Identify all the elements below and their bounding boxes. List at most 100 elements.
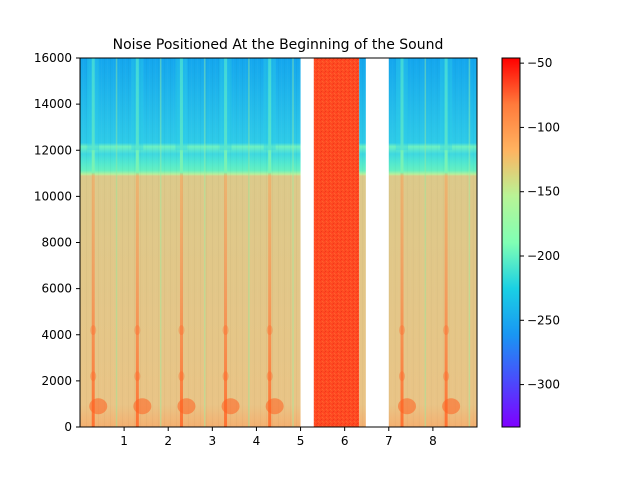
- harmonic-stripe: [424, 58, 427, 427]
- spectrogram-texture: [209, 58, 210, 427]
- spectrogram-texture: [464, 58, 465, 427]
- y-tick-label: 4000: [41, 328, 72, 342]
- onset-energy-blob: [177, 398, 196, 415]
- onset-stripe: [268, 58, 272, 427]
- spectrogram-texture: [431, 58, 432, 427]
- spectrogram-texture: [188, 58, 189, 427]
- spectrogram-texture: [194, 58, 195, 427]
- onset-energy-blob: [443, 325, 450, 336]
- harmonic-stripe: [468, 58, 471, 427]
- spectrogram-texture: [158, 58, 159, 427]
- onset-energy-blob: [222, 325, 229, 336]
- spectrogram-texture: [455, 58, 456, 427]
- onset-stripe: [224, 58, 228, 427]
- spectrogram-texture: [260, 58, 261, 427]
- colorbar-tick-label: −150: [527, 185, 560, 199]
- x-tick-label: 5: [297, 434, 305, 448]
- onset-stripe: [135, 58, 139, 427]
- y-tick-label: 10000: [34, 189, 72, 203]
- spectrogram-texture: [146, 58, 147, 427]
- spectrogram-texture: [170, 58, 171, 427]
- spectrogram-texture: [104, 58, 105, 427]
- y-tick-label: 16000: [34, 51, 72, 65]
- spectrogram-texture: [467, 58, 468, 427]
- spectrogram-texture: [257, 58, 258, 427]
- onset-energy-blob: [222, 371, 229, 382]
- colorbar-tick-label: −200: [527, 249, 560, 263]
- x-tick-label: 6: [341, 434, 349, 448]
- onset-energy-blob: [399, 325, 406, 336]
- spectrogram-texture: [392, 58, 393, 427]
- onset-energy-blob: [133, 398, 152, 415]
- spectrogram-texture: [299, 58, 300, 427]
- onset-energy-blob: [399, 371, 406, 382]
- onset-energy-blob: [266, 371, 273, 382]
- harmonic-stripe: [204, 58, 206, 427]
- spectrogram-texture: [125, 58, 126, 427]
- spectrogram-texture: [197, 58, 198, 427]
- spectrogram-texture: [155, 58, 156, 427]
- onset-energy-blob: [89, 398, 108, 415]
- spectrogram-texture: [218, 58, 219, 427]
- spectrogram-texture: [410, 58, 411, 427]
- spectrogram-texture: [389, 58, 390, 427]
- spectrogram-texture: [419, 58, 420, 427]
- colorbar-tick-label: −300: [527, 378, 560, 392]
- spectrogram-texture: [434, 58, 435, 427]
- onset-high-band: [175, 58, 188, 151]
- plot-area: [80, 58, 477, 427]
- spectrogram-texture: [122, 58, 123, 427]
- y-tick-label: 6000: [41, 282, 72, 296]
- onset-stripe: [179, 58, 183, 427]
- harmonic-stripe: [292, 58, 294, 427]
- spectrogram-texture: [113, 58, 114, 427]
- y-axis: 0 2000 4000 6000 8000 10000 12000 14000 16000: [34, 51, 80, 434]
- spectrogram-texture: [110, 58, 111, 427]
- spectrogram-texture: [395, 58, 396, 427]
- y-tick-label: 0: [64, 420, 72, 434]
- x-tick-label: 7: [385, 434, 393, 448]
- onset-stripe: [444, 58, 448, 427]
- spectrogram-texture: [86, 58, 87, 427]
- y-tick-label: 14000: [34, 97, 72, 111]
- onset-stripe: [91, 58, 95, 427]
- spectrogram-texture: [251, 58, 252, 427]
- onset-energy-blob: [90, 371, 97, 382]
- spectrogram-texture: [437, 58, 438, 427]
- x-tick-label: 3: [209, 434, 217, 448]
- onset-energy-blob: [90, 325, 97, 336]
- onset-high-band: [131, 58, 144, 151]
- y-tick-label: 2000: [41, 374, 72, 388]
- onset-energy-blob: [266, 325, 273, 336]
- spectrogram-texture: [167, 58, 168, 427]
- spectrogram-texture: [413, 58, 414, 427]
- spectrogram-texture: [206, 58, 207, 427]
- colorbar-tick-label: −250: [527, 313, 560, 327]
- spectrogram-texture: [473, 58, 474, 427]
- spectrogram-texture: [239, 58, 240, 427]
- spectrogram-texture: [191, 58, 192, 427]
- spectrogram-texture: [416, 58, 417, 427]
- spectrogram-texture: [359, 58, 360, 427]
- sound-segment: [359, 58, 366, 427]
- spectrogram-texture: [236, 58, 237, 427]
- onset-energy-blob: [443, 371, 450, 382]
- harmonic-stripe: [248, 58, 250, 427]
- spectrogram-texture: [107, 58, 108, 427]
- spectrogram-texture: [200, 58, 201, 427]
- onset-energy-blob: [134, 325, 141, 336]
- onset-energy-blob: [398, 398, 417, 415]
- spectrogram-texture: [152, 58, 153, 427]
- spectrogram-texture: [365, 58, 366, 427]
- spectrogram-texture: [284, 58, 285, 427]
- harmonic-stripe: [159, 58, 162, 427]
- spectrogram-texture: [458, 58, 459, 427]
- onset-high-band: [440, 58, 453, 151]
- onset-stripe: [400, 58, 404, 427]
- colorbar-gradient: [501, 57, 521, 428]
- x-axis: 1 2 3 4 5 6 7 8: [120, 427, 437, 448]
- x-tick-label: 8: [429, 434, 437, 448]
- colorbar: −50 −100 −150 −200 −250 −300: [501, 56, 560, 428]
- noise-segment: [313, 58, 360, 427]
